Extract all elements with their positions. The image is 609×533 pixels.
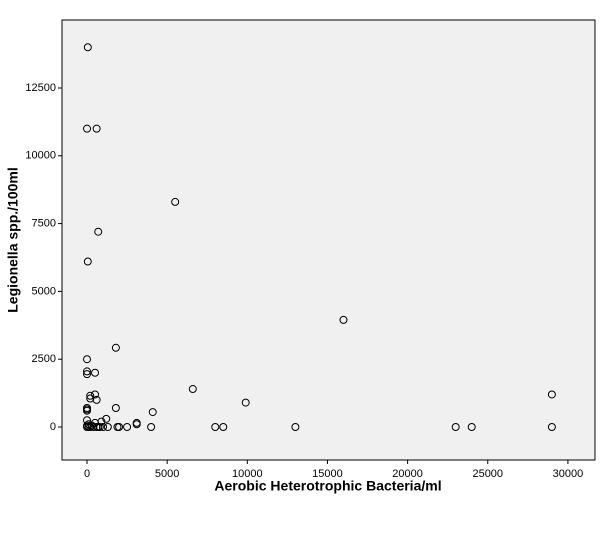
- data-point: [102, 414, 111, 423]
- data-point: [339, 315, 348, 324]
- y-tick-label: 2500: [32, 353, 56, 365]
- data-point: [86, 391, 95, 400]
- x-tick-label: 15000: [312, 468, 343, 480]
- data-point: [547, 390, 556, 399]
- data-point: [113, 422, 122, 431]
- data-point: [83, 124, 92, 133]
- data-point: [188, 385, 197, 394]
- data-point: [99, 422, 108, 431]
- y-tick-label: 5000: [32, 285, 56, 297]
- data-point: [111, 404, 120, 413]
- data-point: [219, 422, 228, 431]
- data-point: [132, 420, 141, 429]
- data-point: [547, 422, 556, 431]
- data-point: [92, 395, 101, 404]
- data-point: [83, 406, 92, 415]
- data-point: [241, 398, 250, 407]
- data-point: [467, 422, 476, 431]
- x-tick-label: 30000: [553, 468, 584, 480]
- x-tick-label: 5000: [155, 468, 179, 480]
- data-point: [103, 422, 112, 431]
- data-point: [83, 43, 92, 52]
- x-tick-label: 20000: [392, 468, 423, 480]
- y-tick-label: 0: [50, 421, 56, 433]
- data-point: [83, 355, 92, 364]
- data-point: [94, 227, 103, 236]
- data-point: [83, 370, 92, 379]
- x-tick-label: 10000: [232, 468, 263, 480]
- data-point: [451, 422, 460, 431]
- y-tick-label: 7500: [32, 217, 56, 229]
- data-point: [91, 390, 100, 399]
- data-point: [171, 197, 180, 206]
- x-tick-label: 25000: [472, 468, 503, 480]
- data-point: [92, 124, 101, 133]
- y-axis-title: Legionella spp./100ml: [5, 167, 21, 313]
- data-point: [291, 422, 300, 431]
- data-point: [83, 257, 92, 266]
- data-point: [148, 408, 157, 417]
- x-tick-label: 0: [84, 468, 90, 480]
- data-point: [147, 422, 156, 431]
- data-point: [83, 367, 92, 376]
- y-tick-label: 12500: [25, 82, 56, 94]
- data-point: [91, 368, 100, 377]
- y-tick-label: 10000: [25, 150, 56, 162]
- data-point: [123, 422, 132, 431]
- data-point: [83, 421, 92, 430]
- x-axis-title: Aerobic Heterotrophic Bacteria/ml: [214, 478, 441, 494]
- data-point: [211, 422, 220, 431]
- data-point: [111, 343, 120, 352]
- data-point: [94, 422, 103, 431]
- plot-area: [61, 19, 596, 461]
